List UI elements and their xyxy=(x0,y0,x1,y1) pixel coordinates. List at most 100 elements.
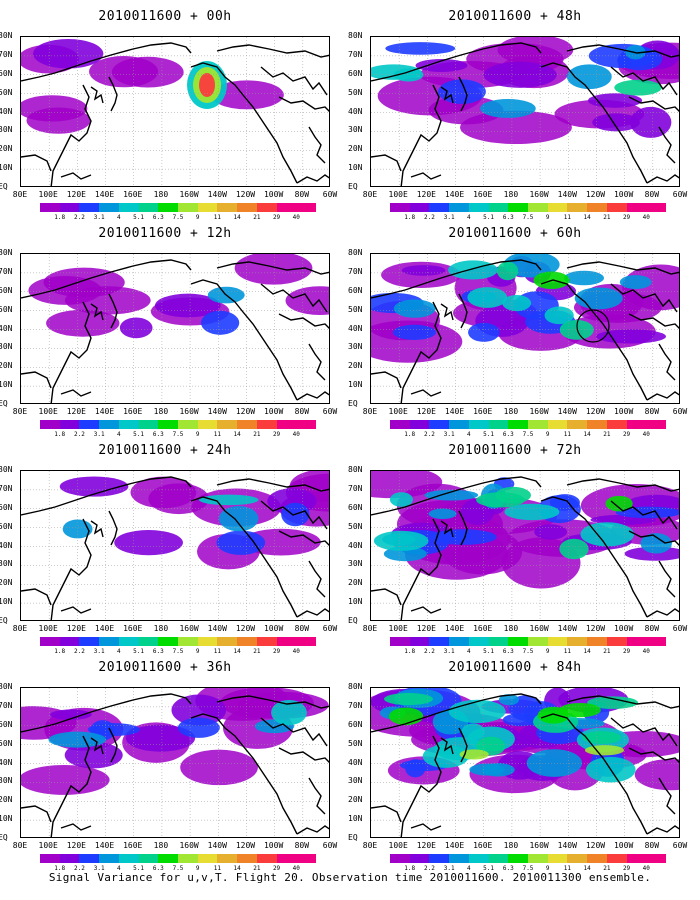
coastline xyxy=(410,823,442,831)
figure-caption: Signal Variance for u,v,T. Flight 20. Ob… xyxy=(48,871,652,884)
coastline xyxy=(540,713,648,835)
latitude-label: 30N xyxy=(348,559,363,569)
latitude-label: 40N xyxy=(348,540,363,550)
longitude-axis: 80E 100E 120E 140E 160E 180 160W 140W 120W 100W 80… xyxy=(0,841,350,851)
longitude-label: 140E xyxy=(444,841,465,850)
longitude-label: 80E xyxy=(362,624,378,633)
colorbar-label: 40 xyxy=(642,865,650,872)
longitude-label: 160E xyxy=(473,624,493,633)
colorbar-swatch xyxy=(508,854,529,863)
colorbar-swatch xyxy=(118,637,139,646)
longitude-label: 100E xyxy=(38,624,58,633)
colorbar-swatch xyxy=(79,203,100,212)
longitude-label: 120W xyxy=(585,624,606,633)
coastline xyxy=(308,343,326,381)
colorbar-swatch xyxy=(508,203,529,212)
coastline xyxy=(658,343,676,381)
coastline xyxy=(646,174,679,184)
coastline xyxy=(21,259,192,299)
coastline xyxy=(566,261,679,275)
colorbar-label: 4 xyxy=(467,865,471,872)
colorbar-label: 11 xyxy=(213,214,222,221)
variance-contour xyxy=(584,745,625,756)
variance-contour xyxy=(21,95,88,122)
longitude-label: 100E xyxy=(38,407,58,416)
latitude-label: 20N xyxy=(348,361,363,371)
variance-contour xyxy=(46,309,120,337)
variance-contour xyxy=(64,741,123,769)
colorbar-labels: 1.8 2.2 3.1 4 5.1 6.3 7.5 9 11 14 21 29 40 xyxy=(40,648,316,656)
variance-contour xyxy=(371,471,443,499)
coastline xyxy=(371,693,542,733)
colorbar-label: 9 xyxy=(545,865,550,872)
longitude-axis: 80E 100E 120E 140E 160E 180 160W 140W 120W 100W 80… xyxy=(0,190,350,200)
latitude-label: 70N xyxy=(0,49,13,59)
coastline xyxy=(610,500,678,530)
colorbar-label: 29 xyxy=(622,214,631,221)
coastline xyxy=(21,693,192,733)
colorbar-label: 29 xyxy=(272,865,281,872)
coastline xyxy=(60,389,92,397)
variance-contour xyxy=(119,317,153,339)
colorbar-label: 6.3 xyxy=(502,431,514,438)
colorbar-labels: 1.8 2.2 3.1 4 5.1 6.3 7.5 9 11 14 21 29 40 xyxy=(40,865,316,873)
variance-contour xyxy=(504,503,560,521)
longitude-label: 80W xyxy=(294,190,310,199)
map-plot-area xyxy=(370,36,680,187)
longitude-label: 120W xyxy=(585,190,606,199)
colorbar-swatch xyxy=(79,637,100,646)
colorbar-label: 40 xyxy=(642,431,650,438)
longitude-label: 160W xyxy=(179,190,199,199)
coastline xyxy=(610,66,678,96)
longitude-label: 120W xyxy=(235,407,256,416)
longitude-label: 100W xyxy=(613,407,634,416)
colorbar-label: 5.1 xyxy=(483,865,494,872)
longitude-label: 140W xyxy=(557,407,577,416)
colorbar-label: 7.5 xyxy=(522,431,534,438)
variance-contour xyxy=(373,530,429,551)
colorbar-label: 40 xyxy=(642,648,650,655)
colorbar-swatch xyxy=(508,420,529,429)
coastline xyxy=(658,560,676,598)
observation-circle xyxy=(576,309,610,343)
map-plot-area xyxy=(20,253,330,404)
colorbar-label: 6.3 xyxy=(502,865,514,872)
variance-contour xyxy=(476,492,525,508)
coastline xyxy=(108,293,118,329)
coastline xyxy=(628,96,679,112)
variance-contour xyxy=(50,709,92,720)
longitude-axis: 80E 100E 120E 140E 160E 180 160W 140W 120W 100W 80… xyxy=(350,841,700,851)
longitude-label: 100E xyxy=(38,190,58,199)
coastline xyxy=(90,520,104,538)
colorbar-label: 40 xyxy=(292,214,300,221)
latitude-label: 30N xyxy=(0,776,13,786)
map-plot-area xyxy=(20,470,330,621)
variance-map xyxy=(371,37,679,186)
map-plot-area xyxy=(20,36,330,187)
longitude-label: 160E xyxy=(473,841,493,850)
longitude-label: 160E xyxy=(123,841,143,850)
variance-contour xyxy=(216,530,266,555)
colorbar-label: 40 xyxy=(292,648,300,655)
coastline xyxy=(108,76,118,112)
colorbar-labels: 1.8 2.2 3.1 4 5.1 6.3 7.5 9 11 14 21 29 40 xyxy=(390,431,666,439)
colorbar-swatch xyxy=(158,420,179,429)
longitude-label: 80E xyxy=(12,624,28,633)
latitude-label: 40N xyxy=(0,540,13,550)
colorbar-swatch xyxy=(276,637,297,646)
colorbar-swatch xyxy=(118,420,139,429)
coastline xyxy=(278,530,329,546)
colorbar-swatch xyxy=(59,854,80,863)
forecast-panel: 2010011600 + 24h 80N 70N 60N 50N 40N 30N 20N 10N… xyxy=(0,442,337,657)
colorbar-label: 4 xyxy=(117,648,121,655)
colorbar-swatch xyxy=(429,854,450,863)
latitude-label: 60N xyxy=(0,68,13,78)
latitude-label: 60N xyxy=(348,502,363,512)
coastline xyxy=(296,391,329,401)
colorbar-swatch xyxy=(468,203,489,212)
coastline xyxy=(108,727,118,763)
colorbar-swatch xyxy=(276,203,297,212)
coastline xyxy=(296,608,329,618)
coastline xyxy=(60,606,92,614)
variance-contour xyxy=(496,261,519,281)
